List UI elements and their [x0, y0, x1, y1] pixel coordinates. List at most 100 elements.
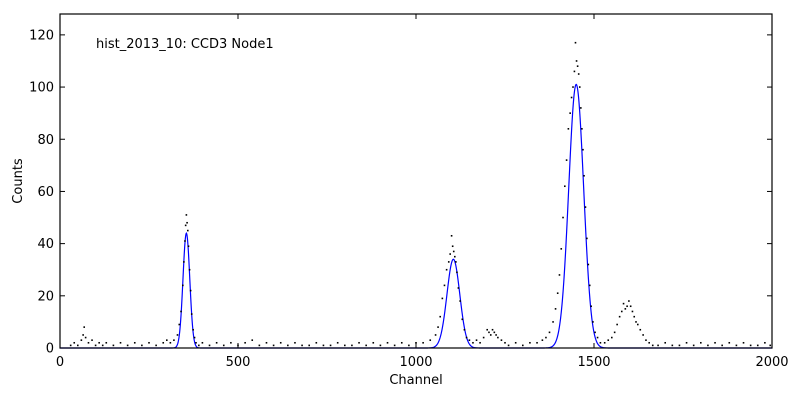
data-point — [279, 341, 282, 344]
data-point — [344, 344, 346, 347]
data-point — [548, 331, 551, 334]
data-point — [587, 263, 590, 266]
data-point — [558, 274, 561, 276]
data-point — [73, 341, 76, 344]
data-point — [176, 334, 179, 336]
data-point — [588, 284, 591, 287]
data-point — [265, 341, 268, 344]
data-point — [193, 336, 196, 339]
data-point — [195, 341, 197, 344]
data-point — [457, 287, 460, 289]
data-point — [479, 341, 481, 344]
data-point — [126, 344, 129, 347]
data-point — [721, 344, 723, 347]
data-point — [178, 323, 181, 326]
data-point — [493, 331, 496, 334]
data-point — [201, 341, 204, 344]
data-point — [629, 305, 632, 308]
data-point — [570, 96, 573, 99]
data-point — [445, 268, 448, 271]
data-point — [187, 229, 189, 232]
data-point — [372, 341, 375, 344]
data-point — [455, 261, 457, 263]
data-point — [434, 334, 437, 336]
data-point — [244, 341, 246, 344]
data-point — [379, 344, 382, 347]
data-point — [315, 341, 318, 344]
data-point — [657, 344, 659, 347]
data-point — [408, 344, 410, 347]
data-point — [169, 341, 172, 344]
data-point — [582, 148, 584, 151]
data-point — [82, 334, 84, 336]
data-point — [188, 268, 191, 271]
data-point — [488, 331, 490, 334]
data-point — [507, 344, 510, 347]
data-point — [230, 341, 232, 344]
data-point — [491, 328, 494, 331]
data-point — [105, 341, 108, 344]
data-point — [336, 341, 339, 344]
data-point — [119, 341, 122, 344]
data-point — [112, 344, 115, 347]
data-point — [594, 331, 596, 334]
data-point — [529, 341, 531, 344]
data-point — [707, 344, 709, 347]
x-tick-label: 500 — [226, 355, 251, 370]
data-point — [429, 339, 432, 341]
y-tick-label: 80 — [37, 133, 54, 148]
data-point — [308, 344, 310, 347]
data-point — [580, 107, 582, 109]
data-point — [183, 261, 185, 263]
data-point — [192, 328, 194, 331]
data-point — [287, 344, 289, 347]
data-point — [452, 250, 455, 253]
data-point — [554, 308, 557, 310]
x-tick-label: 2000 — [755, 355, 788, 370]
axes — [59, 13, 773, 349]
data-point — [633, 315, 636, 318]
data-point — [215, 341, 218, 344]
data-point — [400, 341, 403, 344]
annotation-label: hist_2013_10: CCD3 Node1 — [96, 37, 274, 52]
data-point — [166, 339, 168, 341]
data-point — [184, 224, 187, 227]
data-point — [573, 70, 576, 73]
x-tick-label: 0 — [56, 355, 64, 370]
data-point — [393, 344, 396, 347]
data-point — [189, 289, 192, 292]
data-point — [756, 344, 759, 347]
data-point — [742, 341, 745, 344]
data-point — [173, 339, 175, 341]
data-point — [769, 344, 772, 347]
data-point — [678, 344, 681, 347]
data-point — [251, 339, 254, 341]
data-point — [590, 305, 592, 308]
data-point — [648, 341, 650, 344]
data-point — [351, 344, 353, 347]
data-point — [187, 245, 190, 248]
data-point — [94, 344, 97, 347]
data-point — [459, 300, 461, 302]
y-tick-label: 40 — [37, 237, 54, 252]
y-tick-label: 120 — [29, 28, 54, 43]
data-point — [463, 328, 466, 331]
data-point — [465, 336, 468, 339]
data-point — [148, 341, 150, 344]
data-point — [545, 336, 547, 339]
data-point — [87, 341, 90, 344]
data-point — [415, 341, 417, 344]
data-point — [437, 326, 439, 328]
data-point — [84, 336, 87, 339]
data-point — [613, 331, 616, 334]
data-point — [552, 321, 554, 323]
data-point — [294, 341, 296, 344]
data-point — [301, 344, 303, 347]
data-point — [365, 344, 367, 347]
data-point — [184, 240, 186, 242]
x-tick-label: 1000 — [399, 355, 432, 370]
data-point — [83, 326, 86, 328]
x-tick-label: 1500 — [577, 355, 610, 370]
data-point — [456, 271, 458, 274]
